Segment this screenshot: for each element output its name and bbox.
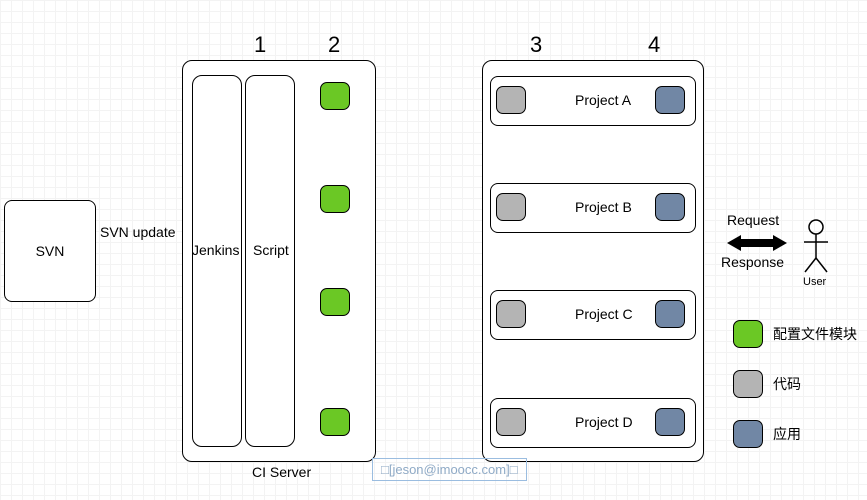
legend-text: 应用 — [773, 424, 801, 444]
legend-swatch — [733, 370, 763, 398]
app-box — [655, 193, 685, 221]
legend-item: 应用 — [733, 420, 801, 448]
project-label: Project B — [575, 199, 632, 215]
app-box — [655, 86, 685, 114]
config-module-node — [320, 408, 350, 436]
svn-box: SVN — [4, 200, 96, 302]
code-box — [496, 193, 526, 221]
legend-swatch — [733, 320, 763, 348]
request-label: Request — [727, 212, 779, 228]
legend-swatch — [733, 420, 763, 448]
config-module-node — [320, 82, 350, 110]
code-box — [496, 86, 526, 114]
project-label: Project C — [575, 306, 633, 322]
num-3: 3 — [530, 32, 542, 58]
svn-arrow-label: SVN update — [100, 224, 176, 240]
script-label: Script — [253, 242, 289, 258]
watermark: □[jeson@imoocc.com]□ — [372, 458, 527, 481]
legend-text: 配置文件模块 — [773, 324, 857, 344]
code-box — [496, 300, 526, 328]
num-2: 2 — [328, 32, 340, 58]
config-module-node — [320, 185, 350, 213]
code-box — [496, 408, 526, 436]
svn-label: SVN — [36, 243, 65, 259]
response-label: Response — [721, 254, 784, 270]
jenkins-label: Jenkins — [192, 242, 239, 258]
ci-label: CI Server — [252, 464, 311, 480]
project-label: Project D — [575, 414, 633, 430]
num-4: 4 — [648, 32, 660, 58]
user-label: User — [803, 276, 826, 288]
legend-item: 代码 — [733, 370, 801, 398]
app-box — [655, 408, 685, 436]
legend-item: 配置文件模块 — [733, 320, 857, 348]
project-label: Project A — [575, 92, 631, 108]
user-icon — [798, 218, 834, 281]
config-module-node — [320, 288, 350, 316]
app-box — [655, 300, 685, 328]
legend-text: 代码 — [773, 374, 801, 394]
